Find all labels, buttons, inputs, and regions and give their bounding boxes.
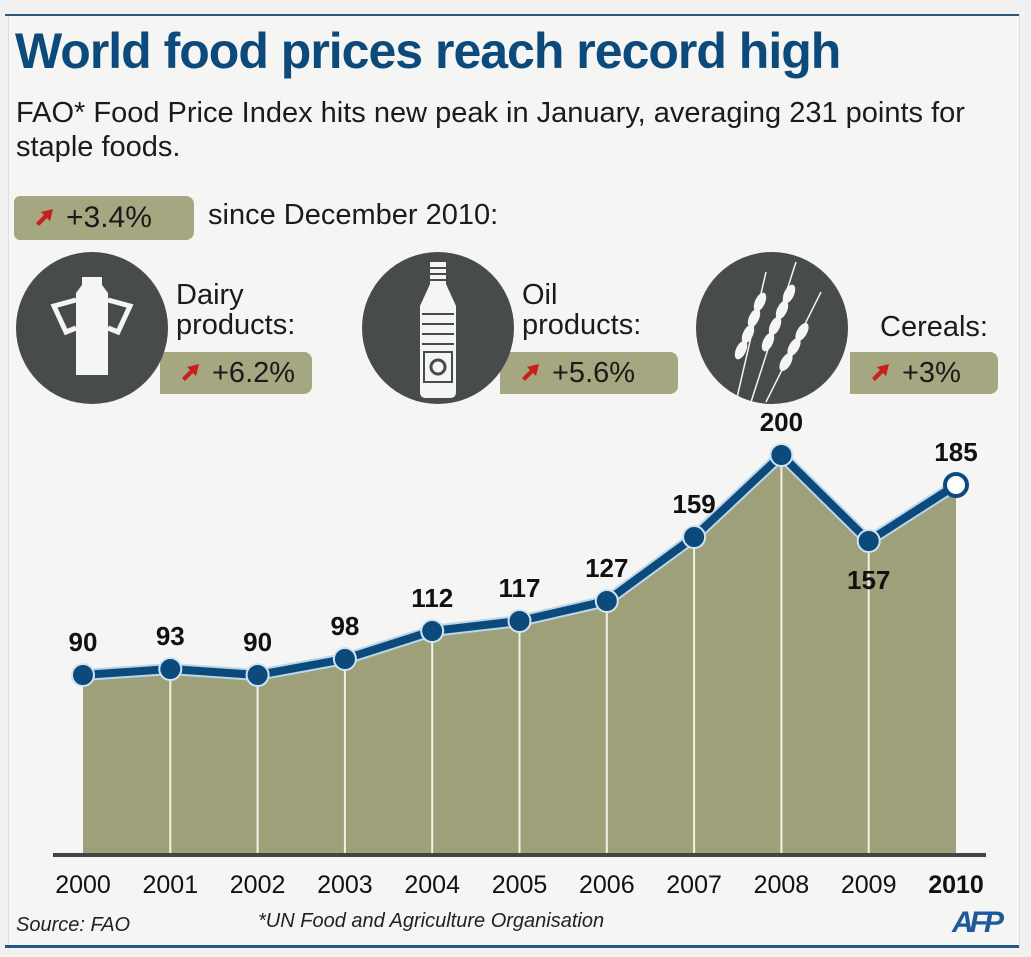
data-point — [769, 443, 794, 467]
subtitle: FAO* Food Price Index hits new peak in J… — [16, 97, 965, 163]
data-label: 90 — [243, 627, 272, 657]
data-point — [943, 472, 969, 498]
since-text: since December 2010: — [208, 199, 499, 231]
data-label: 157 — [847, 565, 890, 595]
source-text: Source: FAO — [16, 914, 131, 936]
cereals-label: Cereals: — [880, 311, 988, 343]
data-label: 112 — [411, 583, 453, 613]
data-point — [332, 647, 357, 671]
footnote-text: *UN Food and Agriculture Organisation — [258, 910, 605, 932]
data-label: 200 — [760, 407, 803, 437]
milk-can-icon — [16, 252, 168, 404]
x-tick-label: 2010 — [928, 871, 984, 899]
oil-change-badge: +5.6% — [500, 352, 678, 394]
data-label: 93 — [156, 621, 185, 651]
cereals-change-badge: +3% — [850, 352, 998, 394]
top-rule — [5, 14, 1019, 16]
data-label: 90 — [69, 627, 98, 657]
bottom-rule — [5, 945, 1019, 948]
arrow-up-right-icon — [872, 364, 889, 381]
x-tick-label: 2006 — [579, 871, 635, 899]
data-point — [420, 619, 445, 643]
dairy-change-badge: +6.2% — [160, 352, 312, 394]
data-label: 127 — [585, 553, 628, 583]
summary-change-badge: +3.4% — [14, 196, 194, 240]
x-tick-label: 2008 — [754, 871, 810, 899]
page-title: World food prices reach record high — [15, 23, 841, 79]
data-label: 185 — [934, 437, 977, 467]
data-point — [594, 589, 619, 613]
x-tick-label: 2003 — [317, 871, 373, 899]
afp-logo: AFP — [952, 906, 1004, 939]
data-point — [158, 657, 183, 681]
oil-change-value: +5.6% — [552, 356, 636, 389]
data-label: 98 — [330, 611, 359, 641]
data-point — [507, 609, 532, 633]
arrow-up-right-icon — [182, 364, 199, 381]
x-tick-label: 2000 — [55, 871, 111, 899]
x-tick-label: 2009 — [841, 871, 897, 899]
dairy-change-value: +6.2% — [212, 356, 296, 389]
data-label: 117 — [499, 573, 541, 603]
x-tick-label: 2004 — [404, 871, 460, 899]
data-point — [245, 663, 270, 687]
x-tick-label: 2005 — [492, 871, 548, 899]
arrow-up-right-icon — [36, 209, 53, 226]
arrow-up-right-icon — [522, 364, 539, 381]
data-point — [856, 529, 881, 553]
x-tick-label: 2002 — [230, 871, 286, 899]
oil-label: Oil products: — [522, 279, 642, 341]
data-point — [682, 525, 707, 549]
data-label: 159 — [672, 489, 715, 519]
cereals-change-value: +3% — [902, 356, 961, 389]
dairy-label: Dairy products: — [176, 279, 296, 341]
data-point — [71, 663, 95, 687]
x-tick-label: 2007 — [666, 871, 722, 899]
oil-bottle-icon — [362, 252, 514, 404]
wheat-icon — [696, 252, 848, 404]
summary-change-value: +3.4% — [66, 201, 152, 234]
x-tick-label: 2001 — [142, 871, 198, 899]
